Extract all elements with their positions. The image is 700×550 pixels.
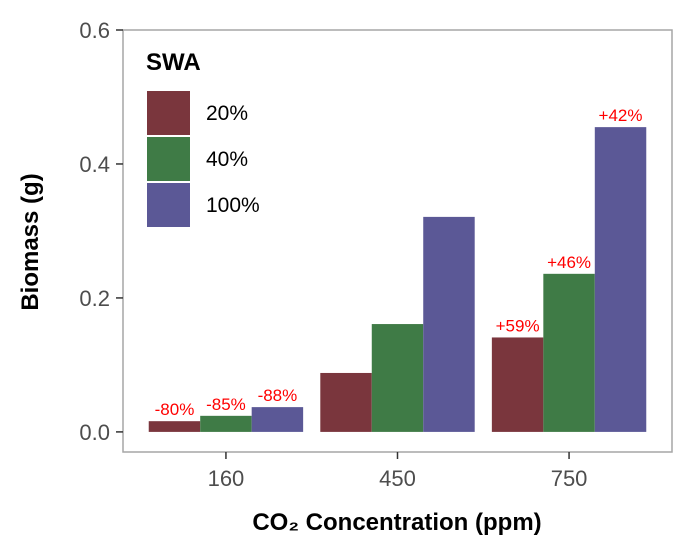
y-tick-label: 0.6 [79,18,110,43]
bar-20pct-160 [148,421,201,432]
bar-40pct-160 [200,415,252,432]
y-tick-label: 0.0 [79,420,110,445]
bar-20pct-450 [320,372,372,432]
bar-annotation-100pct-750: +42% [599,106,643,125]
x-tick-label: 160 [208,466,245,491]
legend-label-40pct: 40% [206,148,248,171]
x-tick-label: 450 [379,466,416,491]
legend-title: SWA [146,49,201,76]
bar-annotation-100pct-160: -88% [258,386,298,405]
y-axis-title: Biomass (g) [17,173,44,310]
bar-100pct-750 [594,127,647,432]
bar-40pct-450 [371,324,424,432]
bar-100pct-160 [251,407,304,432]
legend-swatch-100pct [147,183,190,227]
bar-20pct-750 [491,337,544,432]
bar-annotation-40pct-750: +46% [547,253,591,272]
bar-40pct-750 [543,273,595,432]
bar-annotation-20pct-160: -80% [155,400,195,419]
x-tick-label: 750 [551,466,588,491]
bar-annotation-20pct-750: +59% [496,316,540,335]
legend-label-20pct: 20% [206,102,248,125]
y-tick-label: 0.2 [79,286,110,311]
legend-swatch-40pct [147,137,190,181]
y-tick-label: 0.4 [79,152,110,177]
x-axis-title: CO₂ Concentration (ppm) [252,509,541,536]
bar-annotation-40pct-160: -85% [206,395,246,414]
legend-label-100pct: 100% [206,194,260,217]
legend-swatch-20pct [147,91,190,135]
bar-100pct-450 [423,216,475,432]
